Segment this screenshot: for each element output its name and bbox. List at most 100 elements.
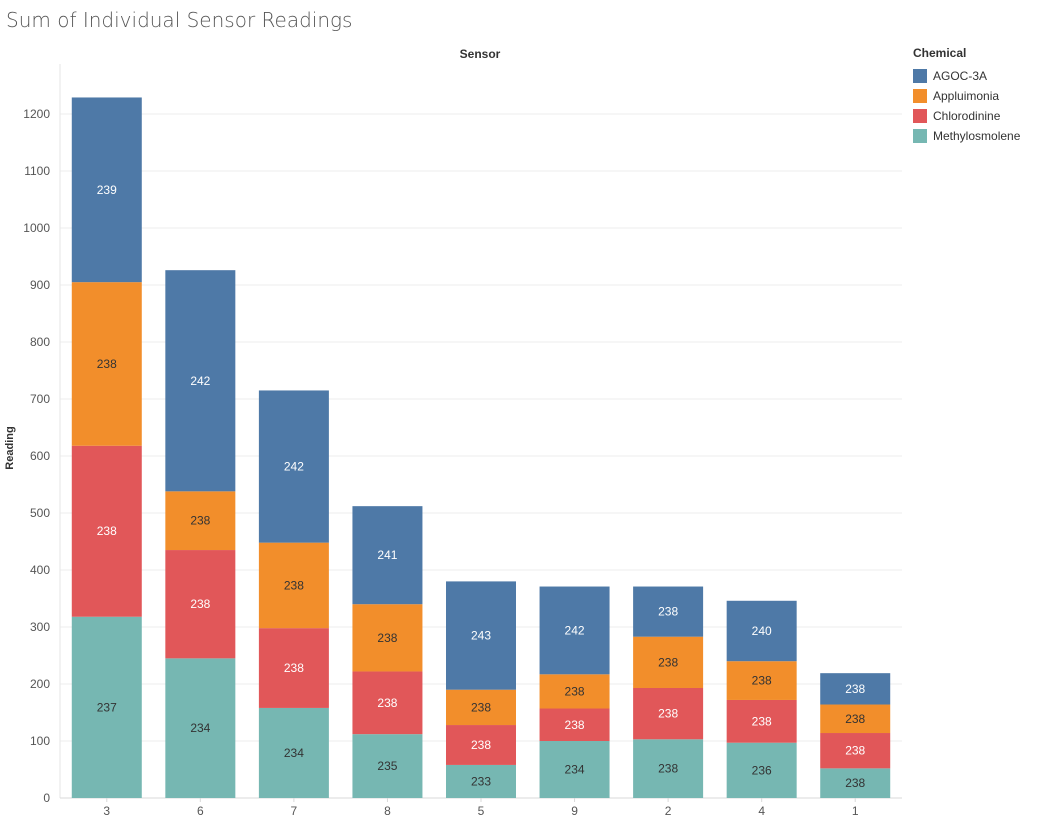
x-tick-label: 1 <box>852 804 859 818</box>
bar-segment-methylosmolene <box>633 739 704 798</box>
legend-swatch <box>913 69 927 83</box>
x-tick-label: 4 <box>758 804 765 818</box>
bar-segment-chlorodinine <box>446 725 516 765</box>
data-label: 238 <box>97 524 117 538</box>
data-label: 238 <box>97 357 117 371</box>
y-tick-label: 100 <box>30 734 50 748</box>
bar-segment-methylosmolene <box>446 764 516 798</box>
data-label: 238 <box>190 514 210 528</box>
data-label: 238 <box>565 718 585 732</box>
bar-segment-appluimonia <box>71 282 142 446</box>
data-label: 235 <box>377 759 397 773</box>
data-label: 238 <box>377 696 397 710</box>
bar-segment-appluimonia <box>446 689 516 726</box>
data-label: 237 <box>97 700 117 714</box>
y-tick-label: 0 <box>43 791 50 805</box>
data-label: 234 <box>565 763 585 777</box>
data-label: 242 <box>565 623 585 637</box>
legend-label: Appluimonia <box>933 89 1000 103</box>
data-label: 242 <box>284 460 304 474</box>
bar-segment-chlorodinine <box>165 550 236 659</box>
bar-segment-chlorodinine <box>820 733 891 769</box>
y-tick-label: 1000 <box>23 221 50 235</box>
legend-item[interactable]: Appluimonia <box>913 86 1020 106</box>
bar-segment-methylosmolene <box>258 707 329 798</box>
bar-segment-agoc-3a <box>820 673 891 705</box>
y-tick-label: 600 <box>30 449 50 463</box>
data-label: 238 <box>845 682 865 696</box>
x-tick-label: 3 <box>103 804 110 818</box>
stacked-bar-chart: Sensor Reading 0 100 200 300 400 500 600 700 800 90… <box>4 47 902 818</box>
legend-label: Chlorodinine <box>933 109 1001 123</box>
x-tick-label: 8 <box>384 804 391 818</box>
bar-segment-chlorodinine <box>258 628 329 708</box>
data-label: 241 <box>377 548 397 562</box>
bar-segment-agoc-3a <box>539 586 610 675</box>
bar-segment-agoc-3a <box>71 97 142 283</box>
data-label: 238 <box>752 674 772 688</box>
legend-swatch <box>913 89 927 103</box>
y-tick-label: 400 <box>30 563 50 577</box>
data-label: 238 <box>845 712 865 726</box>
bar-segment-appluimonia <box>633 636 704 688</box>
column-header: Sensor <box>460 47 501 61</box>
bar-segment-methylosmolene <box>71 616 142 798</box>
chart-title: Sum of Individual Sensor Readings <box>6 8 353 32</box>
bar-segment-appluimonia <box>165 491 236 551</box>
bar-segment-appluimonia <box>539 674 610 709</box>
data-label: 238 <box>658 605 678 619</box>
data-label: 239 <box>97 183 117 197</box>
bar-segment-methylosmolene <box>820 768 891 798</box>
x-tick-label: 9 <box>571 804 578 818</box>
data-label: 238 <box>845 744 865 758</box>
y-tick-label: 800 <box>30 335 50 349</box>
bar-segment-agoc-3a <box>446 581 516 690</box>
legend: Chemical AGOC-3A Appluimonia Chlorodinine M… <box>913 46 1020 146</box>
data-label: 238 <box>284 578 304 592</box>
y-tick-label: 1200 <box>23 107 50 121</box>
bar-segment-methylosmolene <box>352 734 423 798</box>
x-tick-label: 7 <box>291 804 298 818</box>
data-label: 240 <box>752 624 772 638</box>
x-tick-label: 2 <box>665 804 672 818</box>
legend-label: AGOC-3A <box>933 69 988 83</box>
bar-segment-chlorodinine <box>71 445 142 617</box>
legend-swatch <box>913 109 927 123</box>
y-tick-label: 200 <box>30 677 50 691</box>
legend-title: Chemical <box>913 46 967 60</box>
y-tick-label: 1100 <box>24 164 50 178</box>
data-label: 236 <box>752 763 772 777</box>
data-label: 238 <box>377 631 397 645</box>
data-label: 238 <box>565 684 585 698</box>
bar-segment-agoc-3a <box>258 390 329 543</box>
x-tick-label: 5 <box>478 804 485 818</box>
data-label: 243 <box>471 629 491 643</box>
bar-segment-chlorodinine <box>633 687 704 740</box>
bar-segment-agoc-3a <box>165 270 236 492</box>
y-axis-label: Reading <box>4 426 16 469</box>
y-tick-label: 900 <box>30 278 50 292</box>
legend-item[interactable]: AGOC-3A <box>913 66 1020 86</box>
bar-segment-agoc-3a <box>352 506 423 605</box>
bar-segment-agoc-3a <box>633 586 704 637</box>
bar-segment-appluimonia <box>352 604 423 672</box>
data-label: 234 <box>190 721 210 735</box>
y-tick-label: 700 <box>30 392 50 406</box>
bar-segment-appluimonia <box>258 542 329 629</box>
bar-segment-chlorodinine <box>352 671 423 735</box>
bar-segment-chlorodinine <box>539 708 610 741</box>
bar-segment-agoc-3a <box>726 600 797 662</box>
legend-item[interactable]: Methylosmolene <box>913 126 1020 146</box>
data-label: 234 <box>284 746 304 760</box>
data-label: 238 <box>752 714 772 728</box>
bar-segment-appluimonia <box>726 661 797 700</box>
bar-segment-chlorodinine <box>726 699 797 743</box>
bar-segment-methylosmolene <box>539 741 610 798</box>
data-label: 238 <box>658 762 678 776</box>
bar-segment-appluimonia <box>820 704 891 734</box>
data-label: 238 <box>471 738 491 752</box>
legend-item[interactable]: Chlorodinine <box>913 106 1020 126</box>
data-label: 238 <box>190 597 210 611</box>
legend-swatch <box>913 129 927 143</box>
y-tick-label: 500 <box>30 506 50 520</box>
